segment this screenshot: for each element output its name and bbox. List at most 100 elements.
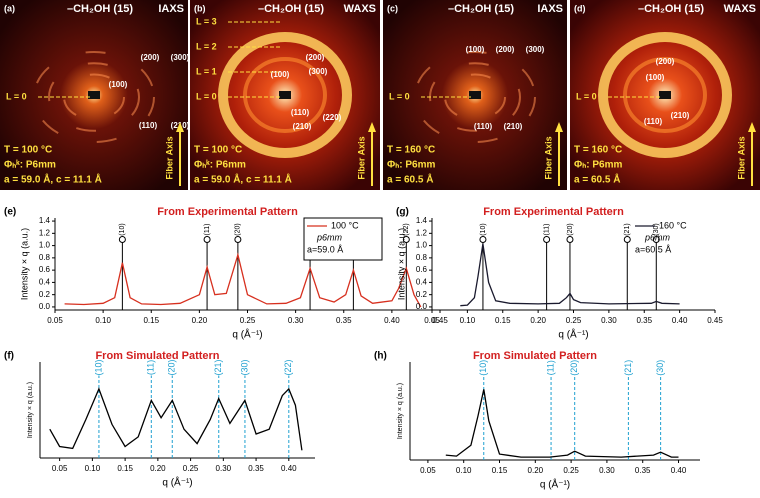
x-tick-label: 0.30 [601, 316, 617, 325]
reflection-label: (11) [146, 360, 156, 375]
y-tick-label: 0.4 [39, 278, 51, 287]
x-tick-label: 0.30 [288, 316, 304, 325]
condition-note: T = 100 °C [194, 145, 242, 156]
reflection-label: (21) [624, 223, 631, 235]
arc [444, 73, 506, 121]
reflection-label: (300) [309, 67, 328, 76]
reflection-marker [566, 236, 574, 244]
beamstop [469, 91, 481, 99]
ring [243, 57, 327, 133]
panel-label: (h) [374, 351, 387, 362]
reflection-label: (200) [141, 53, 160, 62]
x-axis-title: q (Å⁻¹) [540, 478, 570, 491]
beamstop [88, 91, 100, 99]
reflection-label: (22) [403, 223, 410, 235]
condition-note: a = 59.0 Å, c = 11.1 Å [194, 173, 292, 186]
layer-line-label: L = 0 [576, 91, 597, 101]
reflection-label: (110) [291, 108, 310, 117]
reflection-label: (20) [235, 223, 242, 235]
x-tick-label: 0.10 [460, 316, 476, 325]
layer-line-label: L = 0 [389, 91, 410, 101]
x-tick-label: 0.10 [456, 466, 472, 475]
x-tick-label: 0.35 [336, 316, 352, 325]
x-tick-label: 0.05 [47, 316, 63, 325]
condition-note: T = 160 °C [387, 145, 435, 156]
x-tick-label: 0.35 [248, 464, 264, 473]
chart-title: From Simulated Pattern [473, 350, 597, 362]
x-tick-label: 0.25 [566, 316, 582, 325]
y-axis-title: Intensity × q (a.u.) [27, 382, 34, 438]
x-tick-label: 0.30 [216, 464, 232, 473]
y-tick-label: 0.8 [416, 253, 428, 262]
reflection-marker [652, 236, 660, 244]
reflection-label: (11) [204, 224, 211, 236]
reflection-marker [623, 236, 631, 244]
condition-note: Φₕᵏ: P6mm [4, 160, 56, 171]
reflection-label: (21) [213, 359, 223, 375]
reflection-label: (200) [496, 45, 515, 54]
panel-mode: WAXS [344, 3, 376, 15]
panel-mode: WAXS [724, 3, 756, 15]
condition-note: a = 59.0 Å, c = 11.1 Å [4, 173, 102, 186]
x-tick-label: 0.15 [117, 464, 133, 473]
reflection-label: (100) [646, 73, 665, 82]
fiber-axis-label: Fiber Axis [356, 136, 366, 179]
panel-mode: IAXS [158, 3, 184, 15]
arc [63, 73, 125, 121]
reflection-label: (200) [656, 57, 675, 66]
panel-title: –CH₂OH (15) [258, 3, 324, 15]
y-tick-label: 1.2 [416, 228, 428, 237]
image-panel: (d) –CH₂OH (15) WAXS L = 0 (200) (100) (110) (2… [570, 0, 760, 190]
x-tick-label: 0.15 [495, 316, 511, 325]
y-tick-label: 0.0 [39, 302, 51, 311]
layer-line-label: L = 0 [196, 91, 217, 101]
data-line [445, 389, 679, 458]
legend-box [303, 217, 383, 261]
x-tick-label: 0.05 [52, 464, 68, 473]
y-tick-label: 0.2 [39, 290, 51, 299]
fiber-axis-label: Fiber Axis [736, 136, 746, 179]
reflection-marker [203, 236, 211, 244]
reflection-label: (100) [109, 80, 128, 89]
condition-note: Φₕ: P6mm [574, 160, 622, 171]
reflection-label: (100) [466, 45, 485, 54]
y-axis-title: Intensity × q (a.u.) [397, 383, 404, 439]
x-axis-title: q (Å⁻¹) [232, 328, 262, 341]
legend-label: 160 °C [659, 220, 687, 230]
panel-title: –CH₂OH (15) [67, 3, 133, 15]
x-tick-label: 0.20 [530, 316, 546, 325]
reflection-label: (110) [474, 122, 493, 131]
chart-title: From Experimental Pattern [157, 206, 298, 218]
x-tick-label: 0.40 [671, 466, 687, 475]
x-axis-title: q (Å⁻¹) [558, 328, 588, 341]
panel-label: (f) [4, 351, 14, 362]
fiber-arrow-head [368, 122, 376, 132]
y-tick-label: 0.6 [39, 265, 51, 274]
panel-label: (d) [574, 3, 586, 13]
fiber-axis-label: Fiber Axis [543, 136, 553, 179]
image-panel: (b) –CH₂OH (15) WAXS L = 3 L = 2 L = 1 L = 0 (1… [190, 0, 380, 190]
condition-note: a = 60.5 Å [387, 173, 433, 186]
y-tick-label: 0.4 [416, 278, 428, 287]
layer-line-label: L = 1 [196, 66, 217, 76]
reflection-label: (220) [323, 113, 342, 122]
panel-label: (e) [4, 207, 16, 218]
x-tick-label: 0.30 [599, 466, 615, 475]
condition-note: a = 60.5 Å [574, 173, 620, 186]
reflection-label: (210) [293, 122, 312, 131]
y-tick-label: 0.0 [416, 302, 428, 311]
arc [33, 51, 155, 143]
x-axis-title: q (Å⁻¹) [162, 476, 192, 489]
legend-note: a=59.0 Å [307, 244, 343, 254]
x-tick-label: 0.35 [636, 316, 652, 325]
x-tick-label: 0.20 [192, 316, 208, 325]
fiber-arrow-head [748, 122, 756, 132]
condition-note: Φₕ: P6mm [387, 160, 435, 171]
x-tick-label: 0.40 [281, 464, 297, 473]
fiber-arrow-head [555, 122, 563, 132]
reflection-label: (110) [644, 117, 663, 126]
panel-title: –CH₂OH (15) [638, 3, 704, 15]
reflection-label: (30) [653, 223, 660, 235]
reflection-label: (20) [567, 223, 574, 235]
